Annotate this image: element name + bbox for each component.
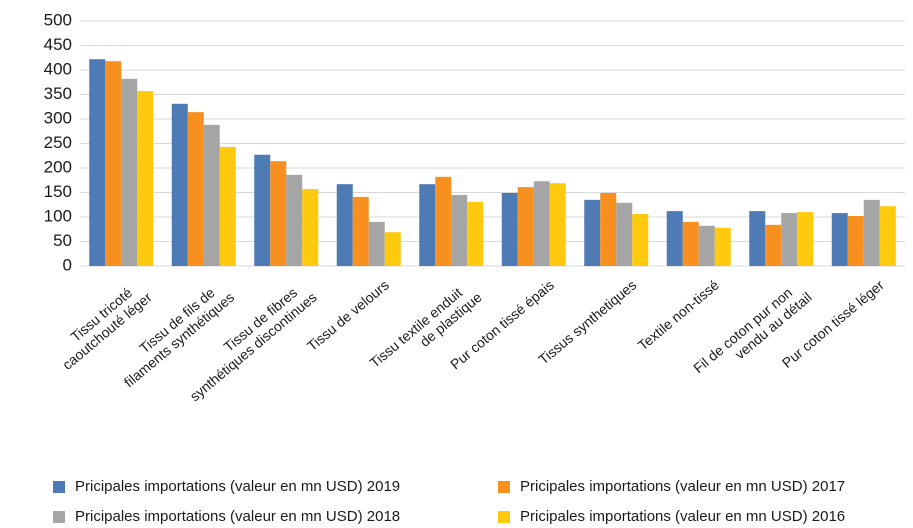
bar — [187, 112, 204, 266]
bar — [600, 192, 617, 266]
bar — [171, 103, 188, 266]
x-tick-label: Tissu de velours — [304, 277, 392, 354]
bar — [616, 202, 633, 266]
bar — [384, 232, 401, 266]
bar — [137, 91, 154, 266]
x-tick-label: Textile non-tissé — [635, 276, 722, 353]
y-tick-label: 200 — [44, 157, 72, 176]
bar — [879, 206, 896, 266]
bar — [714, 227, 731, 266]
bar — [105, 61, 122, 267]
bar — [666, 211, 683, 266]
bar — [336, 184, 353, 266]
legend-label: Pricipales importations (valeur en mn US… — [520, 508, 845, 525]
bar — [847, 216, 864, 266]
bar — [863, 199, 880, 266]
y-tick-label: 450 — [44, 35, 72, 54]
legend-swatch — [498, 511, 510, 523]
bar — [467, 201, 484, 266]
bar — [302, 189, 319, 266]
bar — [286, 174, 303, 266]
y-tick-label: 300 — [44, 108, 72, 127]
y-tick-label: 250 — [44, 133, 72, 152]
bar — [368, 221, 385, 266]
bar — [352, 196, 369, 266]
bar — [682, 221, 699, 266]
y-tick-label: 500 — [44, 10, 72, 29]
legend-swatch — [498, 481, 510, 493]
bar — [435, 176, 452, 266]
legend-swatch — [53, 511, 65, 523]
legend-label: Pricipales importations (valeur en mn US… — [75, 508, 400, 525]
bar — [797, 212, 814, 266]
bar — [549, 183, 566, 266]
bar — [270, 161, 287, 266]
bar — [451, 194, 468, 266]
bar — [781, 213, 798, 266]
legend-label: Pricipales importations (valeur en mn US… — [520, 478, 845, 495]
y-tick-label: 0 — [63, 255, 72, 274]
bar — [765, 224, 782, 266]
bar — [831, 213, 848, 266]
bar — [89, 59, 106, 266]
bar — [698, 225, 715, 266]
y-tick-label: 50 — [53, 231, 72, 250]
bar — [121, 78, 138, 266]
x-tick-label: Pur coton tissé léger — [779, 276, 887, 371]
y-tick-label: 350 — [44, 84, 72, 103]
y-tick-label: 400 — [44, 59, 72, 78]
bar — [501, 192, 518, 266]
bar — [219, 146, 236, 266]
bar — [254, 154, 271, 266]
bar — [584, 199, 601, 266]
bar — [517, 187, 534, 266]
y-tick-label: 100 — [44, 206, 72, 225]
bar — [632, 214, 649, 266]
y-tick-label: 150 — [44, 182, 72, 201]
legend-swatch — [53, 481, 65, 493]
x-tick-label: Tissu tricotécaoutchouté léger — [49, 276, 155, 372]
legend-label: Pricipales importations (valeur en mn US… — [75, 478, 400, 495]
bar — [533, 181, 550, 266]
bar — [749, 211, 766, 266]
bar — [419, 184, 436, 266]
bar — [203, 124, 220, 266]
